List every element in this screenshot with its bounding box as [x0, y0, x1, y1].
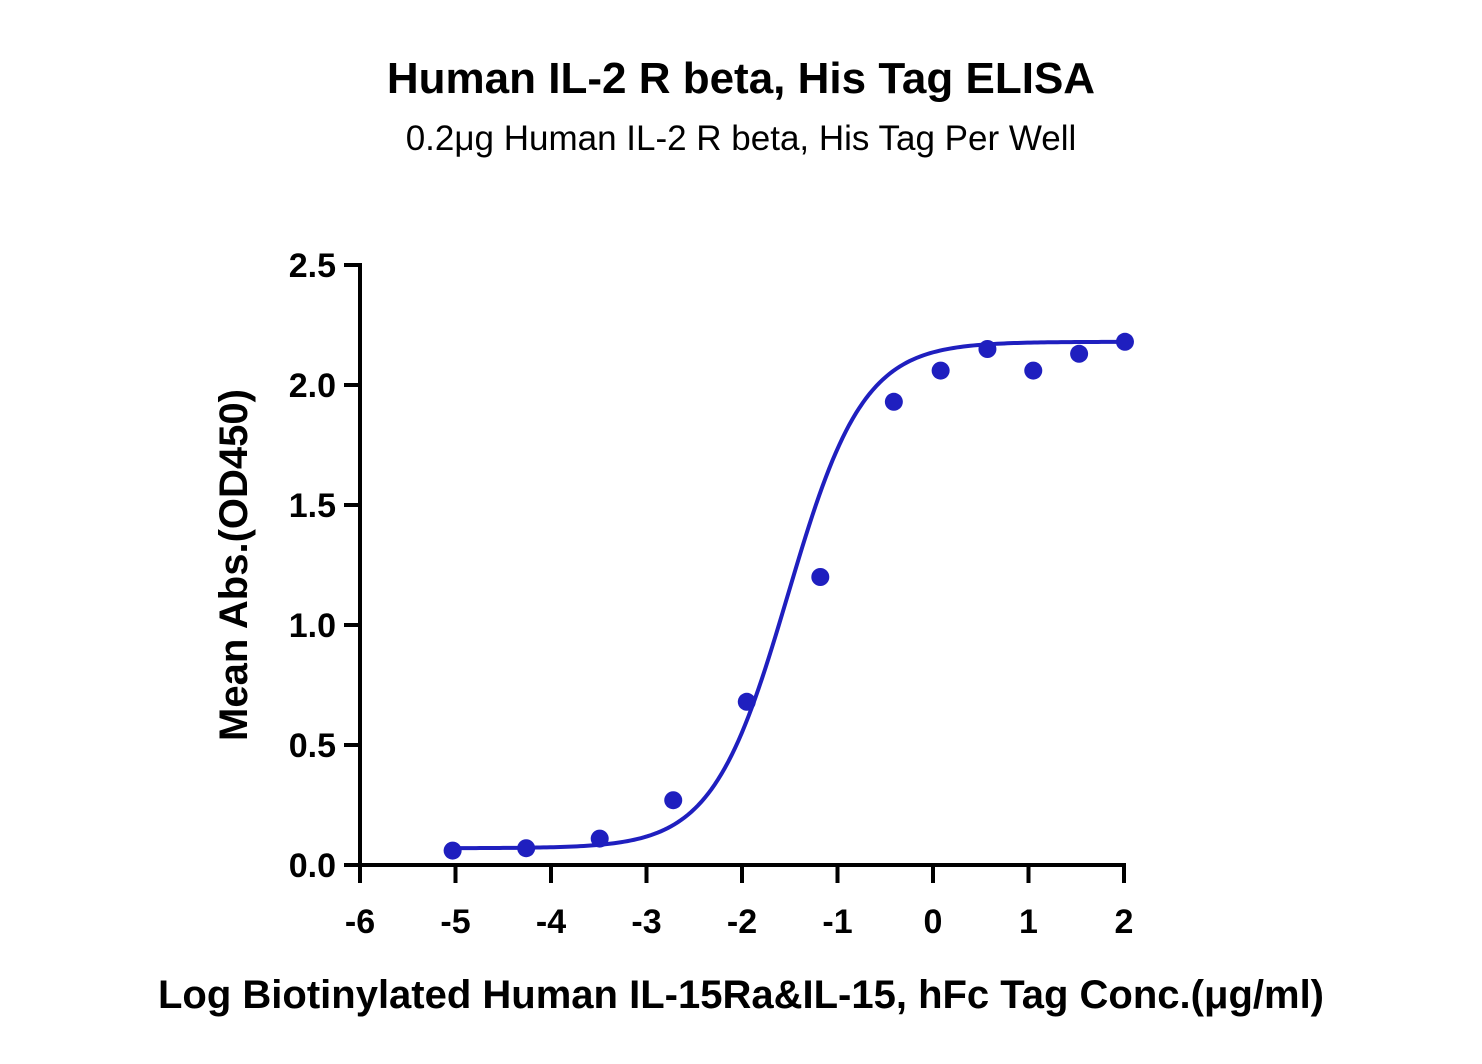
data-point [664, 791, 683, 810]
fit-curve [452, 339, 1125, 851]
y-tick-label: 0.5 [289, 727, 336, 765]
data-point [1115, 332, 1134, 351]
axes: 0.0 0.5 1.0 1.5 2.0 2.5 -6 -5 -4 -3 -2 -1 0 1 2 [289, 247, 1134, 941]
fit-curve-group [452, 339, 1125, 851]
data-point [1070, 344, 1089, 363]
y-tick-label: 1.0 [289, 607, 336, 645]
data-point [1024, 361, 1043, 380]
x-tick-label: -6 [345, 903, 375, 941]
data-point [811, 568, 830, 586]
x-axis-label: Log Biotinylated Human IL-15Ra&IL-15, hF… [158, 973, 1324, 1017]
y-tick-label: 1.5 [289, 487, 336, 525]
x-tick-label: -1 [822, 903, 852, 941]
data-points [443, 332, 1134, 860]
chart-subtitle: 0.2μg Human IL-2 R beta, His Tag Per Wel… [406, 119, 1077, 158]
data-point [978, 340, 997, 358]
y-tick-label: 0.0 [289, 847, 336, 885]
x-tick-label: -3 [631, 903, 661, 941]
x-tick-label: -5 [440, 903, 470, 941]
y-tick-label: 2.5 [289, 247, 336, 285]
x-tick-label: 0 [924, 903, 943, 941]
data-point [517, 839, 536, 858]
x-tick-label: 1 [1019, 903, 1038, 941]
chart-title: Human IL-2 R beta, His Tag ELISA [387, 54, 1095, 103]
y-tick-label: 2.0 [289, 367, 336, 405]
x-tick-label: -4 [536, 903, 566, 941]
data-point [590, 829, 609, 848]
data-point [443, 841, 462, 860]
data-point [931, 361, 950, 380]
x-tick-label: -2 [727, 903, 757, 941]
data-point [884, 392, 903, 411]
x-tick-label: 2 [1115, 903, 1134, 941]
data-point [737, 692, 756, 711]
y-axis-label: Mean Abs.(OD450) [212, 389, 256, 741]
